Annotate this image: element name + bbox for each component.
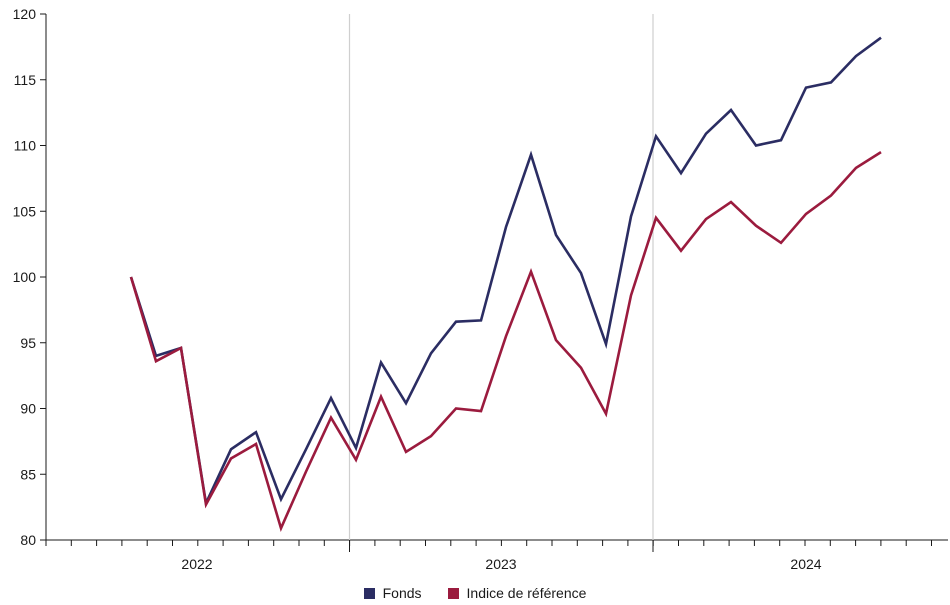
legend-item-benchmark: Indice de référence [447, 585, 587, 601]
series-line-fonds [129, 36, 882, 508]
y-tick-label: 115 [14, 72, 37, 88]
axes: 80 85 90 95 100 105 110 115 120 2022 2023 2024 [13, 6, 948, 572]
y-tick-label: 110 [14, 138, 37, 154]
y-tick-label: 120 [13, 6, 37, 22]
legend-label-benchmark: Indice de référence [466, 585, 587, 601]
legend-label-fonds: Fonds [382, 585, 422, 601]
y-tick-label: 80 [20, 532, 36, 548]
series-lines [129, 36, 882, 532]
x-tick-label: 2023 [485, 556, 516, 572]
series-line-benchmark [129, 151, 882, 532]
y-tick-label: 100 [13, 269, 37, 285]
legend-swatch-benchmark [447, 587, 459, 599]
x-tick-label: 2022 [181, 556, 212, 572]
y-tick-label: 105 [13, 203, 37, 219]
legend: Fonds Indice de référence [0, 585, 950, 601]
x-tick-label: 2024 [790, 556, 821, 572]
year-separators [348, 14, 654, 540]
legend-swatch-fonds [363, 587, 375, 599]
y-tick-label: 90 [20, 401, 36, 417]
y-tick-label: 85 [20, 466, 36, 482]
legend-item-fonds: Fonds [363, 585, 422, 601]
y-tick-label: 95 [20, 335, 36, 351]
